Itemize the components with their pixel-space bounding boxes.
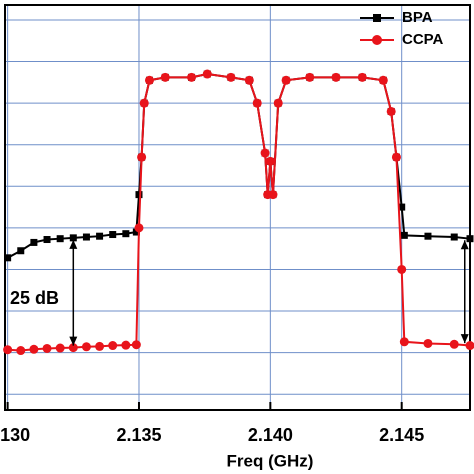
marker	[244, 75, 254, 85]
marker	[331, 72, 341, 82]
marker	[4, 254, 12, 262]
marker	[391, 152, 401, 162]
marker	[144, 75, 154, 85]
marker	[281, 75, 291, 85]
marker	[305, 72, 315, 82]
marker	[378, 75, 388, 85]
plot-frame	[4, 4, 471, 411]
marker	[139, 98, 149, 108]
marker	[42, 343, 52, 353]
marker	[109, 231, 117, 239]
x-axis-label: Freq (GHz)	[227, 451, 314, 470]
marker	[357, 72, 367, 82]
marker	[3, 345, 13, 355]
marker	[122, 230, 130, 238]
marker	[399, 337, 409, 347]
arrow-head	[460, 240, 469, 250]
marker	[95, 341, 105, 351]
marker	[43, 236, 51, 244]
x-tick-label: 2.145	[379, 425, 424, 445]
marker	[96, 232, 104, 240]
legend-label: BPA	[402, 9, 433, 26]
marker	[400, 231, 408, 239]
marker	[424, 232, 432, 240]
marker	[68, 343, 78, 353]
marker	[30, 238, 38, 246]
marker	[82, 233, 90, 241]
marker	[386, 106, 396, 116]
marker	[108, 341, 118, 351]
marker	[55, 343, 65, 353]
marker	[56, 235, 64, 243]
marker	[450, 233, 458, 241]
marker	[16, 346, 26, 356]
marker	[465, 341, 474, 351]
marker	[69, 234, 77, 242]
marker	[398, 203, 406, 211]
marker	[134, 223, 144, 233]
legend-marker	[372, 35, 382, 45]
arrow-head	[69, 239, 78, 249]
series-line	[7, 73, 471, 352]
legend-label: CCPA	[402, 31, 444, 48]
marker	[135, 191, 143, 199]
marker	[397, 264, 407, 274]
x-tick-label: 2.140	[248, 425, 293, 445]
marker	[268, 190, 278, 200]
marker	[137, 152, 147, 162]
marker	[132, 228, 140, 236]
marker	[17, 247, 25, 255]
marker	[226, 72, 236, 82]
marker	[187, 72, 197, 82]
marker	[423, 338, 433, 348]
legend-marker	[373, 14, 381, 22]
marker	[202, 69, 212, 79]
arrow-head	[69, 336, 78, 346]
x-tick-label: 2.130	[0, 425, 30, 445]
marker	[449, 339, 459, 349]
marker	[273, 98, 283, 108]
marker	[29, 344, 39, 354]
marker	[252, 98, 262, 108]
marker	[131, 340, 141, 350]
marker	[160, 72, 170, 82]
marker	[260, 148, 270, 158]
arrow-head	[460, 334, 469, 344]
marker	[81, 342, 91, 352]
annotation: 25 dB	[10, 288, 59, 308]
marker	[121, 340, 131, 350]
marker	[265, 156, 275, 166]
x-tick-label: 2.135	[116, 425, 161, 445]
marker	[466, 235, 474, 243]
